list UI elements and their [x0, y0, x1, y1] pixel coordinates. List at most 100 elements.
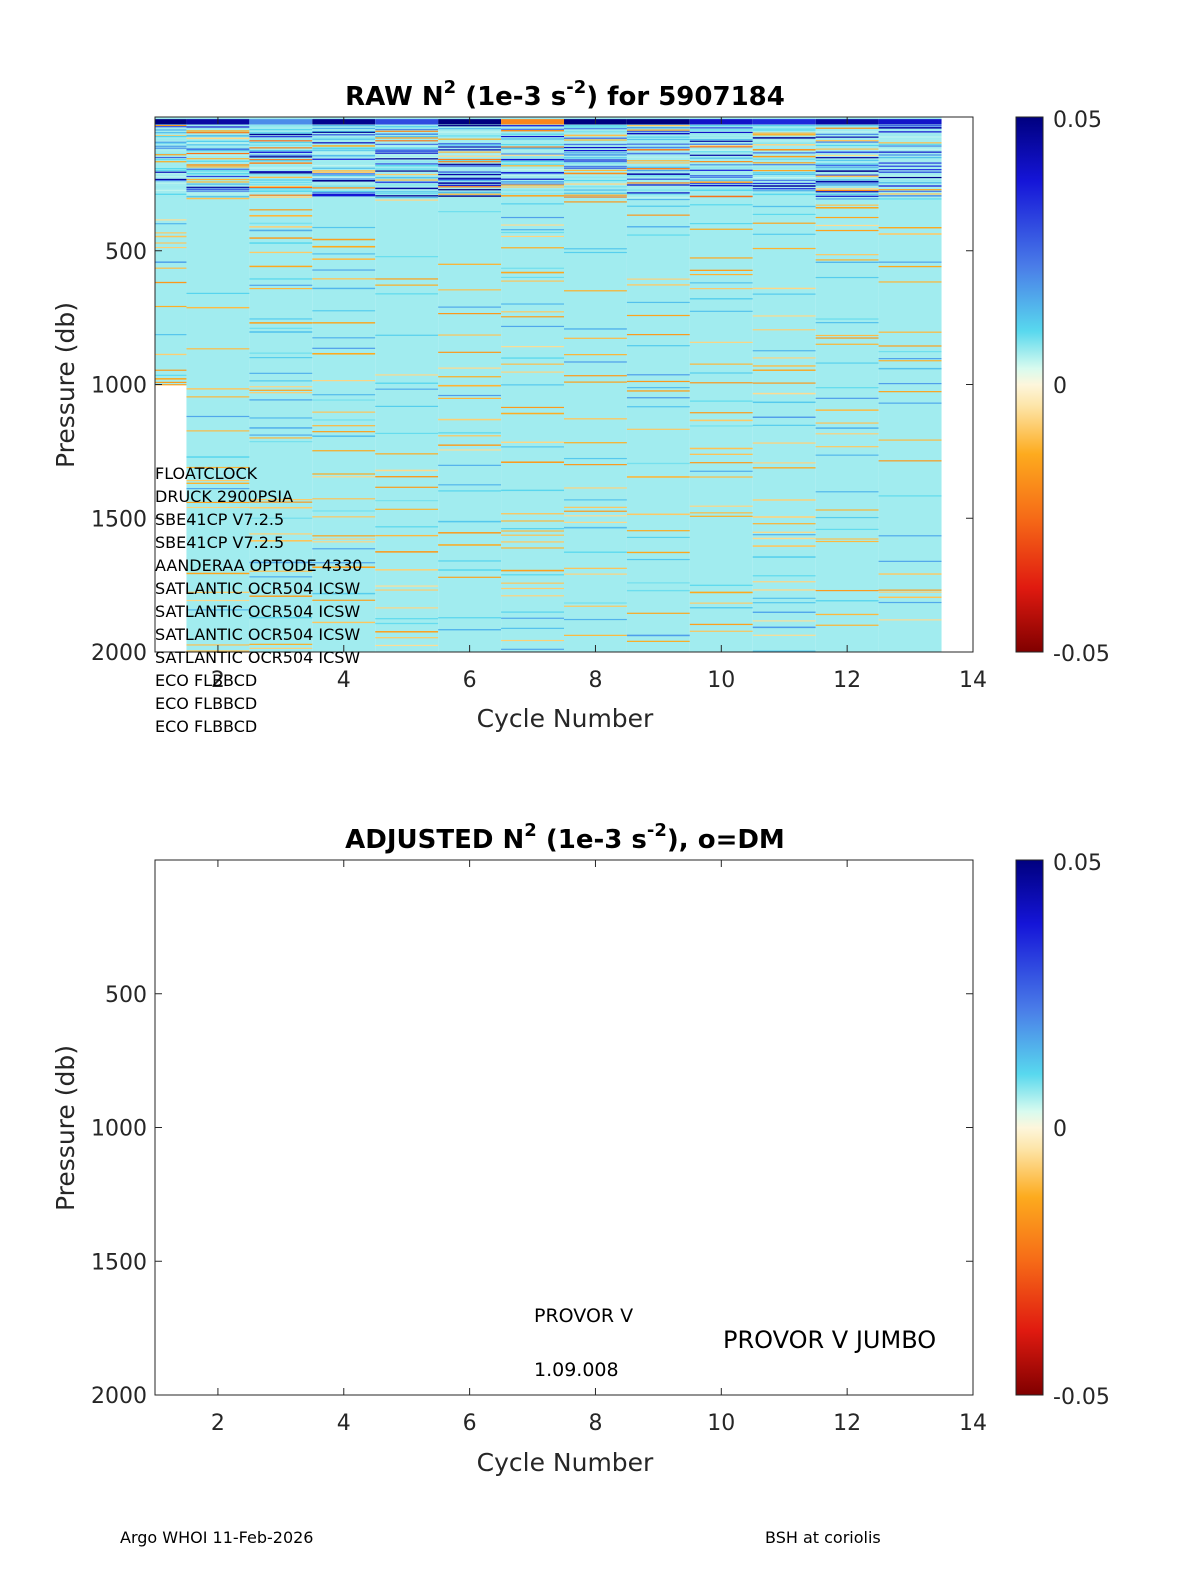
raw-layer-cell — [375, 196, 439, 199]
raw-layer-cell — [501, 446, 564, 448]
adjusted-y-axis: 500 1000 1500 2000 — [91, 983, 973, 1409]
raw-layer-cell — [878, 183, 942, 186]
sensor-label: ECO FLBBCD — [155, 717, 257, 736]
raw-layer-cell — [878, 560, 942, 562]
raw-layer-cell — [501, 412, 564, 415]
raw-layer-cell — [815, 600, 879, 602]
raw-layer-cell — [501, 231, 564, 234]
raw-layer-cell — [375, 388, 439, 390]
raw-layer-cell — [564, 499, 627, 501]
raw-layer-cell — [249, 357, 313, 359]
raw-layer-cell — [815, 207, 879, 209]
raw-layer-cell — [878, 151, 942, 153]
raw-layer-cell — [564, 201, 627, 203]
raw-layer-cell — [752, 416, 816, 418]
raw-layer-cell — [438, 351, 502, 353]
raw-layer-cell — [312, 535, 376, 537]
raw-layer-cell — [564, 130, 627, 133]
raw-layer-cell — [626, 196, 690, 199]
raw-layer-cell — [375, 508, 439, 510]
raw-layer-cell — [438, 210, 502, 213]
raw-layer-cell — [564, 618, 627, 621]
raw-colorbar — [1015, 116, 1044, 653]
raw-layer-cell — [375, 149, 439, 151]
raw-layer-cell — [249, 322, 313, 324]
raw-layer-cell — [312, 238, 376, 241]
raw-layer-cell — [815, 157, 879, 159]
raw-layer-cell — [626, 175, 690, 177]
raw-layer-cell — [752, 190, 816, 192]
raw-layer-cell — [815, 144, 879, 147]
raw-layer-cell — [878, 190, 942, 192]
raw-layer-cell — [689, 623, 753, 626]
raw-layer-cell — [375, 136, 439, 138]
raw-layer-cell — [438, 168, 502, 170]
raw-layer-cell — [501, 172, 564, 175]
raw-layer-cell — [689, 630, 753, 632]
sensor-label: SBE41CP V7.2.5 — [155, 510, 284, 529]
raw-layer-cell — [564, 134, 627, 137]
raw-layer-cell — [878, 180, 942, 182]
raw-layer-cell — [626, 133, 690, 135]
raw-layer-cell — [564, 602, 627, 604]
raw-layer-cell — [564, 159, 627, 161]
raw-layer-cell — [564, 146, 627, 149]
raw-layer-cell — [501, 574, 564, 576]
raw-surface-cell — [249, 119, 313, 125]
raw-layer-cell — [438, 140, 502, 142]
raw-layer-cell — [878, 358, 942, 360]
raw-layer-cell — [186, 609, 250, 611]
raw-layer-cell — [626, 397, 690, 399]
raw-layer-cell — [312, 538, 376, 540]
raw-layer-cell — [626, 138, 690, 141]
raw-layer-cell — [752, 193, 816, 196]
raw-layer-cell — [186, 396, 250, 398]
raw-layer-cell — [501, 639, 564, 642]
raw-layer-cell — [155, 334, 187, 336]
raw-layer-cell — [375, 158, 439, 160]
raw-layer-cell — [815, 276, 879, 279]
raw-layer-cell — [249, 287, 313, 290]
raw-surface-cell — [155, 119, 187, 125]
raw-layer-cell — [438, 544, 502, 546]
raw-layer-cell — [155, 305, 187, 308]
raw-layer-cell — [815, 409, 879, 411]
raw-layer-cell — [186, 183, 250, 185]
raw-layer-cell — [501, 171, 564, 174]
raw-layer-cell — [312, 498, 376, 500]
raw-layer-cell — [249, 278, 313, 280]
raw-layer-cell — [186, 195, 250, 198]
raw-layer-cell — [815, 509, 879, 511]
raw-layer-cell — [815, 166, 879, 168]
raw-layer-cell — [249, 171, 313, 173]
adjusted-colorbar-tick-max: 0.05 — [1053, 851, 1102, 876]
raw-layer-cell — [312, 566, 376, 569]
raw-layer-cell — [312, 161, 376, 164]
raw-layer-cell — [815, 168, 879, 170]
raw-layer-cell — [312, 149, 376, 151]
raw-layer-cell — [689, 288, 753, 290]
raw-layer-cell — [815, 140, 879, 142]
raw-layer-cell — [249, 533, 313, 535]
adjusted-xtick-label: 12 — [833, 1411, 861, 1436]
raw-layer-cell — [155, 129, 187, 131]
raw-ytick-label: 1500 — [91, 507, 147, 532]
raw-layer-cell — [689, 135, 753, 138]
raw-xtick-label: 12 — [833, 668, 861, 693]
raw-layer-cell — [375, 644, 439, 647]
raw-layer-cell — [564, 354, 627, 356]
raw-layer-cell — [501, 144, 564, 146]
raw-layer-cell — [878, 573, 942, 575]
raw-layer-cell — [626, 160, 690, 162]
raw-layer-cell — [249, 196, 313, 198]
raw-layer-cell — [689, 462, 753, 464]
raw-layer-cell — [438, 306, 502, 308]
raw-layer-cell — [312, 190, 376, 193]
raw-column-cycle-10 — [689, 117, 753, 652]
raw-layer-cell — [752, 611, 816, 613]
raw-layer-cell — [878, 350, 942, 353]
raw-layer-cell — [815, 613, 879, 616]
raw-layer-cell — [626, 146, 690, 149]
adjusted-xtick-label: 6 — [463, 1411, 477, 1436]
raw-layer-cell — [752, 531, 816, 533]
